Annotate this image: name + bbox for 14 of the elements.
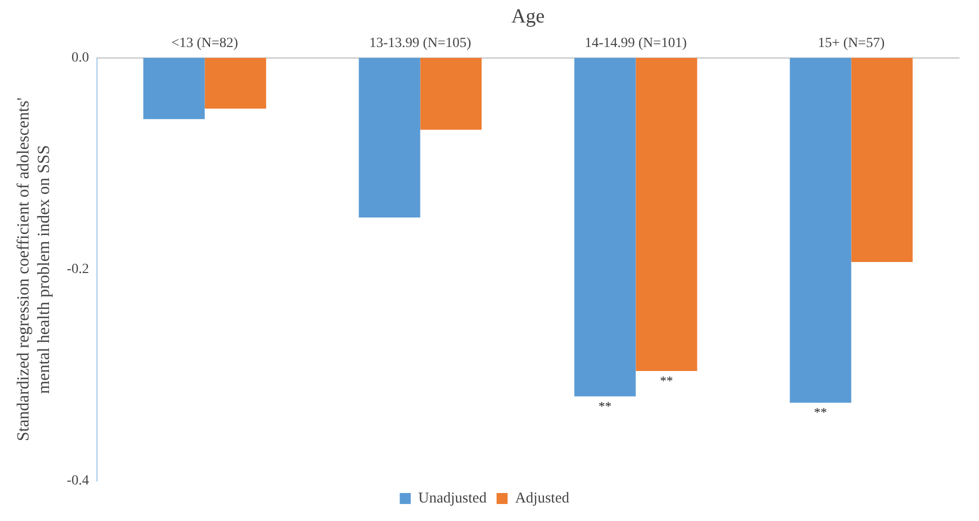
x-tick-label: 13-13.99 (N=105) (369, 36, 472, 52)
annotation: ** (598, 398, 612, 414)
annotation: ** (660, 372, 673, 388)
legend-label: Unadjusted (418, 490, 488, 506)
legend-label: Adjusted (515, 490, 570, 506)
y-tick-label: -0.4 (66, 474, 89, 489)
x-axis-title: Age (511, 5, 545, 28)
x-tick-label: <13 (N=82) (171, 36, 238, 52)
annotation: ** (814, 404, 828, 420)
y-tick-label: -0.2 (66, 262, 89, 278)
y-axis-title: Standardized regression coefficient of adolescents' mental health problem index on SSS (14, 98, 54, 442)
x-tick-label: 15+ (N=57) (818, 36, 885, 52)
x-tick-label: 14-14.99 (N=101) (584, 36, 688, 52)
y-tick-label: 0.0 (71, 50, 89, 66)
